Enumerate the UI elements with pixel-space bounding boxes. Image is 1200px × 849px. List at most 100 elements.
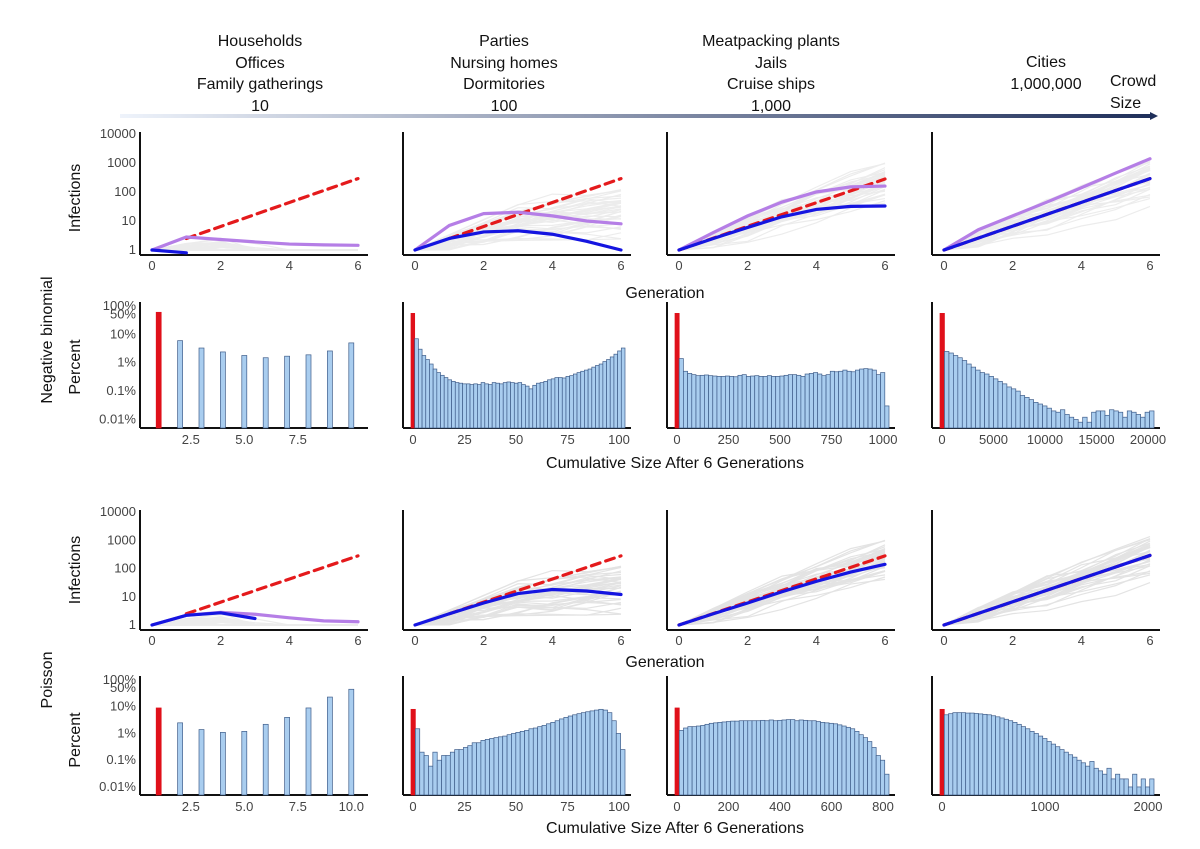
histogram-bar <box>1089 761 1095 796</box>
y-tick-label: 10000 <box>100 504 136 519</box>
histogram-bar <box>177 722 183 796</box>
histogram-bar <box>620 749 626 796</box>
trajectory-line <box>414 582 622 626</box>
histogram-bar <box>733 376 739 429</box>
trajectory-line <box>943 563 1151 626</box>
histogram-bar <box>587 368 593 429</box>
histogram-bar <box>567 715 573 796</box>
trajectory-line <box>152 621 358 626</box>
x-tick-label: 0 <box>409 432 416 447</box>
histogram-bar <box>550 378 556 429</box>
histogram-bar <box>811 720 817 796</box>
x-tick-label: 0 <box>409 799 416 814</box>
trajectory-line <box>943 169 1151 251</box>
histogram-bar <box>1091 411 1097 429</box>
histogram-bar <box>432 751 438 796</box>
trajectory-line <box>151 246 358 251</box>
y-tick-label: 0.01% <box>99 779 136 794</box>
series-line-blue <box>942 176 1152 252</box>
trajectory-line <box>414 200 622 251</box>
trajectory-line <box>943 197 1151 251</box>
histogram-bar <box>532 384 537 429</box>
histogram-bar <box>825 374 831 429</box>
histogram-bar <box>1082 416 1088 429</box>
header-line: Family gatherings <box>196 76 324 93</box>
trajectory-line <box>151 617 358 626</box>
x-tick-label: 4 <box>813 258 820 273</box>
header-group-parties: Parties Nursing homes Dormitories 100 <box>404 31 604 117</box>
trajectory-line <box>414 215 622 251</box>
x-tick-label: 6 <box>354 258 361 273</box>
trajectory-line <box>678 186 886 251</box>
trajectory-line <box>943 177 1151 251</box>
trajectory-line <box>414 598 622 626</box>
crowd-size-arrowhead <box>1150 112 1158 120</box>
histogram-bar <box>1051 410 1057 429</box>
trajectory-line <box>152 619 358 626</box>
histogram-bar <box>462 383 467 429</box>
x-tick-label: 75 <box>560 432 574 447</box>
trajectory-line <box>152 243 358 251</box>
histogram-bar <box>696 725 702 796</box>
histogram-bar <box>532 727 539 796</box>
histogram-bar <box>465 383 471 429</box>
histogram-bar-first <box>410 708 416 796</box>
histogram-bar <box>991 715 996 796</box>
trajectory-line <box>414 587 622 626</box>
histogram-bar <box>467 745 473 796</box>
series-line-blue <box>677 562 887 627</box>
histogram-bar-first <box>939 708 945 796</box>
histogram-bar <box>1117 411 1124 429</box>
trajectory-line <box>414 214 622 251</box>
trajectory-line <box>678 540 886 626</box>
trajectory-line <box>152 246 358 251</box>
histogram-bar <box>576 372 582 429</box>
histogram-bar <box>943 714 949 796</box>
trajectory-line <box>151 616 358 626</box>
y-tick-label: 1% <box>117 355 136 370</box>
trajectory-line <box>414 581 622 626</box>
histogram-bar <box>517 382 523 429</box>
histogram-bar <box>429 363 434 429</box>
x-tick-label: 10000 <box>1027 432 1063 447</box>
trajectory-line <box>151 237 358 251</box>
row-label-poisson: Poisson <box>39 652 56 709</box>
trajectory-line <box>414 577 622 626</box>
header-line: Households <box>217 33 303 50</box>
histogram-bar <box>800 376 806 429</box>
trajectory-line <box>151 240 358 251</box>
histogram-bar <box>241 731 248 796</box>
histogram-bar <box>1055 746 1061 796</box>
trajectory-line <box>678 540 886 626</box>
histogram-bar <box>198 347 205 429</box>
histogram-bar <box>771 376 777 429</box>
x-tick-label: 0 <box>940 633 947 648</box>
histogram-bar <box>700 725 706 796</box>
histogram-bar <box>768 719 774 796</box>
histogram-bar-first <box>155 707 162 796</box>
x-tick-label: 25 <box>457 799 471 814</box>
histogram-bar <box>876 374 881 429</box>
histogram-bar <box>687 726 693 796</box>
simulation-trajectories <box>151 237 358 251</box>
header-line: Cities <box>1025 54 1066 71</box>
histogram-bar <box>978 713 984 796</box>
trajectory-line <box>151 622 358 626</box>
histogram-bar <box>305 354 312 429</box>
histogram-bar <box>602 709 608 796</box>
histogram-bar <box>838 370 844 429</box>
histogram-bar <box>871 369 877 429</box>
histogram-bar <box>609 356 615 429</box>
series-line-blue <box>677 204 887 252</box>
histogram-bar <box>730 720 736 796</box>
histogram-bar <box>775 376 781 429</box>
trajectory-line <box>678 560 886 626</box>
y-tick-label: 50% <box>110 680 136 695</box>
x-tick-label: 6 <box>1146 633 1153 648</box>
histogram-bar <box>469 384 475 429</box>
histogram-bar <box>867 368 873 429</box>
trajectory-line <box>414 604 622 626</box>
histogram-bar <box>488 384 493 429</box>
trajectory-line <box>152 619 358 626</box>
histogram-bar <box>449 751 456 796</box>
